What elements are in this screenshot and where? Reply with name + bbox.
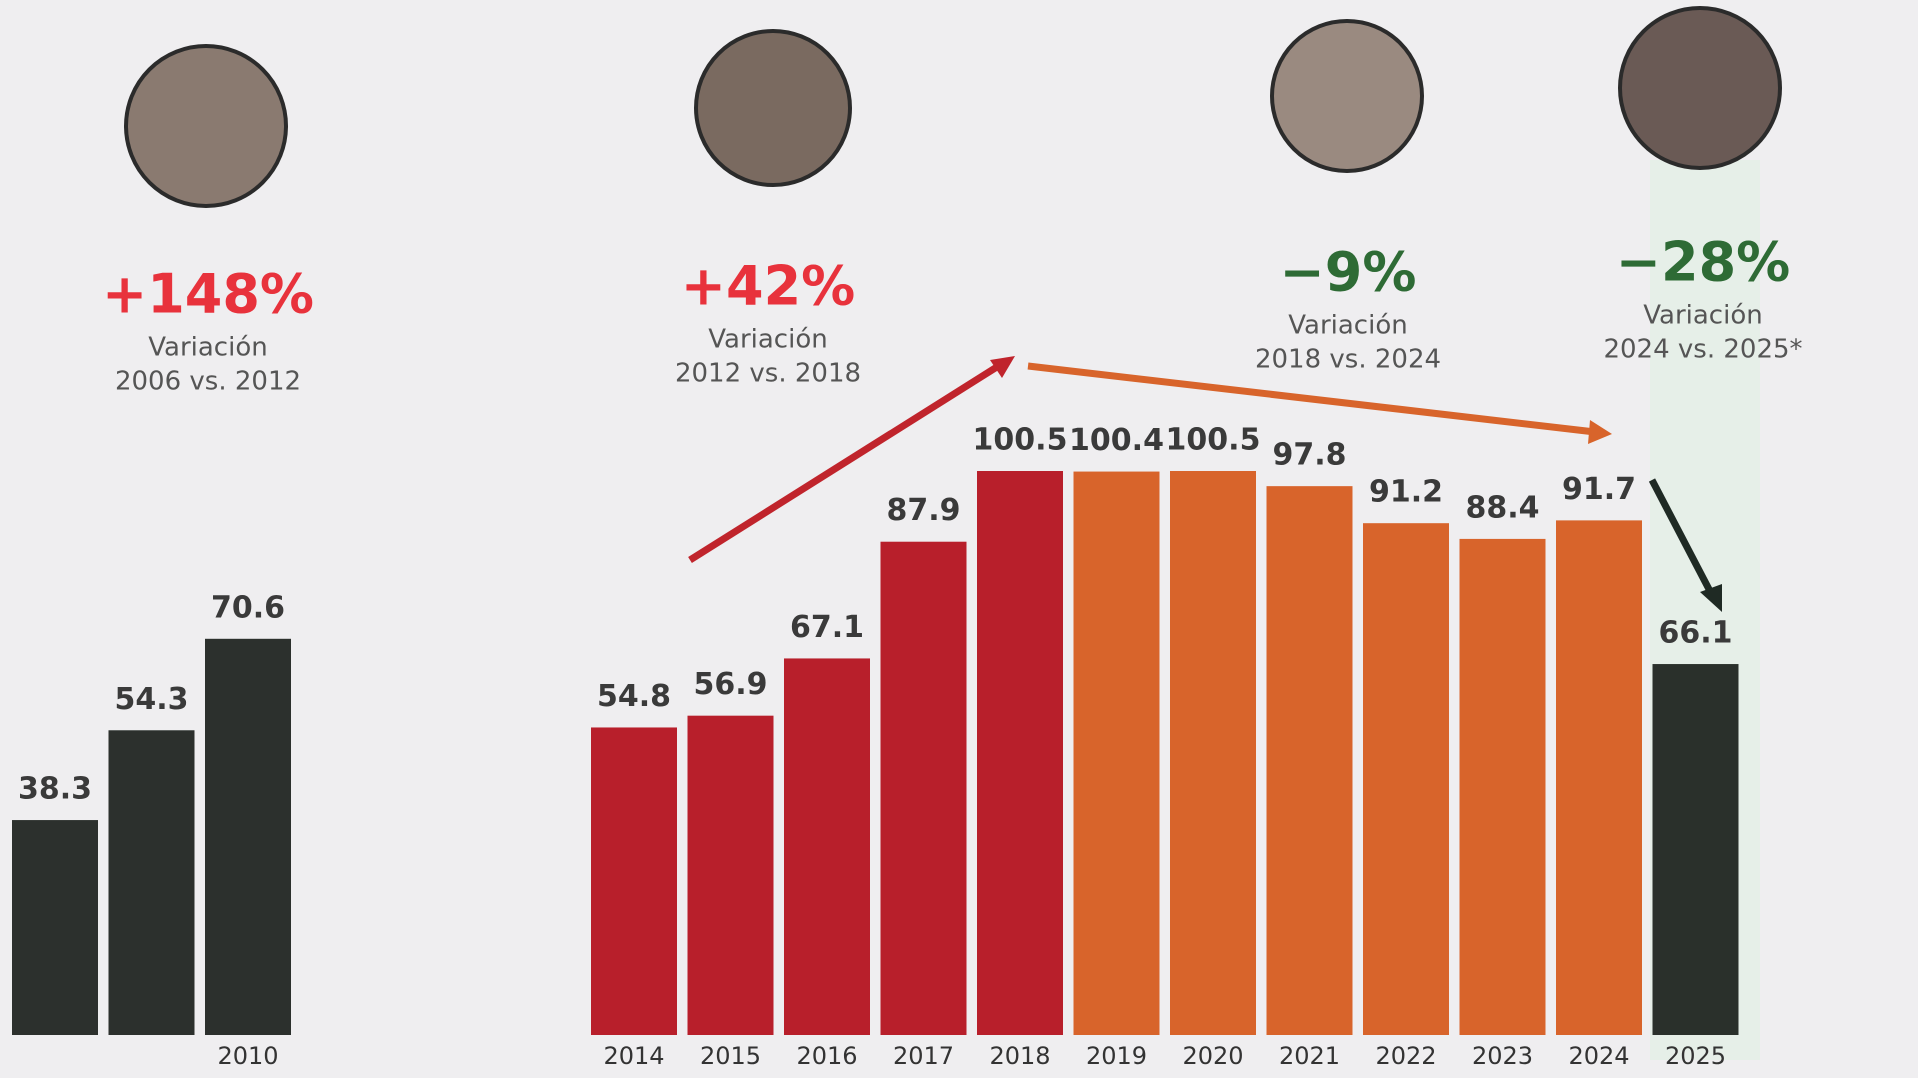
arrow-down [1648,478,1716,597]
x-tick-label: 2016 [796,1042,857,1070]
x-tick-label: 2019 [1086,1042,1147,1070]
portrait [694,29,852,187]
x-tick-label: 2020 [1182,1042,1243,1070]
x-tick-label: 2014 [603,1042,664,1070]
value-label: 100.5 [973,423,1068,458]
portraits [124,6,1782,208]
arrow-head [1700,584,1722,612]
arrow-head [1588,420,1612,444]
portrait [1270,19,1424,173]
bar [1266,486,1353,1036]
variation-label: Variación [708,325,827,355]
arrow-flat [1027,362,1596,436]
arrows [688,356,1722,612]
bar [205,638,291,1035]
x-tick-label: 2015 [700,1042,761,1070]
arrow-up [688,362,1002,563]
bar [1170,471,1256,1035]
portrait [1618,6,1782,170]
value-label: 87.9 [886,493,960,528]
value-label: 88.4 [1465,490,1539,525]
bar [108,730,195,1035]
variation-label: Variación [1288,311,1407,341]
value-label: 91.7 [1562,472,1636,507]
bar [1073,471,1160,1036]
variation-label: Variación [1643,301,1762,331]
value-label: 66.1 [1658,616,1732,651]
bar [591,727,677,1035]
bar [12,820,98,1035]
value-label: 56.9 [693,667,767,702]
variation-period: 2018 vs. 2024 [1255,345,1441,375]
variation-value: +42% [681,255,856,318]
value-label: 100.5 [1166,423,1261,458]
variation-value: −28% [1616,231,1791,294]
value-label: 97.8 [1272,438,1346,473]
arrow-head [990,356,1015,378]
value-label: 70.6 [211,590,285,625]
bar [1652,664,1739,1035]
x-tick-label: 2022 [1375,1042,1436,1070]
variation-period: 2012 vs. 2018 [675,359,861,389]
variation-value: −9% [1280,241,1417,304]
bar [1459,538,1546,1035]
value-label: 91.2 [1369,475,1443,510]
variation-period: 2024 vs. 2025* [1603,335,1802,365]
x-tick-label: 2010 [217,1042,278,1070]
x-tick-label: 2021 [1279,1042,1340,1070]
x-tick-label: 2025 [1665,1042,1726,1070]
value-label: 38.3 [18,772,92,807]
value-label: 67.1 [790,610,864,645]
bar [977,471,1063,1035]
variation-value: +148% [102,263,314,326]
x-tick-label: 2018 [989,1042,1050,1070]
bar [784,658,870,1035]
bar [687,715,774,1035]
variation-period: 2006 vs. 2012 [115,367,301,397]
bar [1363,523,1449,1035]
x-tick-label: 2024 [1568,1042,1629,1070]
portrait [124,44,288,208]
bar [880,541,967,1035]
x-tick-label: 2023 [1472,1042,1533,1070]
bar [1556,520,1642,1035]
value-label: 54.3 [114,682,188,717]
variation-label: Variación [148,333,267,363]
value-label: 100.4 [1069,423,1164,458]
x-tick-label: 2017 [893,1042,954,1070]
value-label: 54.8 [597,679,671,714]
